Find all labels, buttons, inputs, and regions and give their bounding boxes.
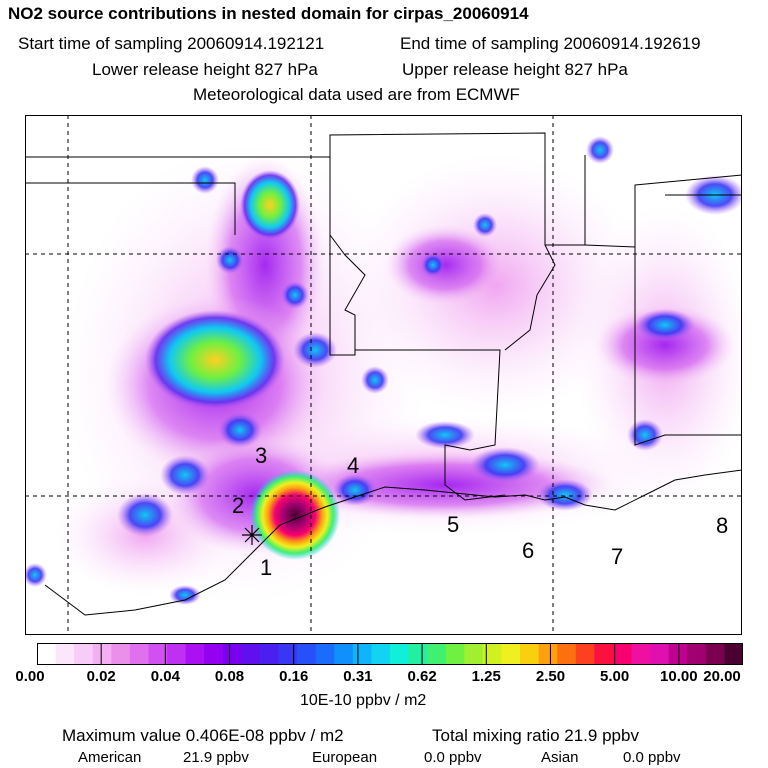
colorbar-tick-label: 0.62	[407, 668, 437, 685]
colorbar-segment	[520, 643, 540, 665]
met-data-source: Meteorological data used are from ECMWF	[193, 85, 520, 104]
colorbar-segment	[501, 643, 521, 665]
colorbar-ticks: 0.00 0.02 0.04 0.08 0.16 0.31 0.62 1.25 2.50 5.00…	[0, 668, 768, 688]
colorbar-tick-label: 2.50	[535, 668, 566, 685]
coastline	[44, 469, 742, 616]
colorbar-segment	[185, 643, 205, 665]
site-label-6: 6	[522, 538, 534, 563]
colorbar-segment	[92, 643, 112, 665]
colorbar-tick-label: 0.00	[15, 668, 45, 685]
colorbar-segment	[222, 643, 242, 665]
map-grid	[25, 115, 742, 635]
colorbar-segment	[371, 643, 391, 665]
colorbar-segment	[464, 643, 484, 665]
colorbar-segment	[55, 643, 75, 665]
asian-value: 0.0 ppbv	[623, 749, 681, 766]
colorbar-segment	[37, 643, 57, 665]
colorbar-tick-label: 1.25	[471, 668, 501, 685]
site-label-8: 8	[716, 513, 728, 538]
release-point-marker	[242, 525, 262, 545]
colorbar-segment	[259, 643, 280, 665]
site-label-7: 7	[611, 544, 623, 569]
colorbar-tick-label: 0.16	[279, 668, 309, 685]
colorbar-segment	[445, 643, 465, 665]
colorbar-segment	[390, 643, 410, 665]
site-label-5: 5	[447, 512, 459, 537]
colorbar-segment	[724, 643, 744, 665]
colorbar-tick-label: 0.02	[86, 668, 116, 685]
colorbar-segment	[650, 643, 670, 665]
site-label-1: 1	[260, 555, 272, 580]
colorbar-segment	[315, 643, 335, 665]
state-boundaries	[25, 132, 742, 501]
sampling-end: End time of sampling 20060914.192619	[400, 34, 701, 53]
colorbar-segment	[111, 643, 131, 665]
colorbar-tick-label: 0.04	[150, 668, 180, 685]
site-label-4: 4	[347, 453, 359, 478]
colorbar	[36, 643, 744, 665]
colorbar-tick-label: 10.00	[660, 668, 698, 685]
colorbar-segment	[204, 643, 224, 665]
colorbar-tick-label: 5.00	[600, 668, 630, 685]
colorbar-segment	[408, 643, 428, 665]
sampling-start: Start time of sampling 20060914.192121	[18, 34, 325, 53]
colorbar-segment	[427, 643, 447, 665]
european-label: European	[312, 749, 378, 766]
colorbar-tick-label: 0.08	[214, 668, 245, 685]
colorbar-segment	[538, 643, 558, 665]
upper-release-height: Upper release height 827 hPa	[402, 60, 628, 79]
colorbar-segment	[687, 643, 707, 665]
colorbar-segment	[334, 643, 354, 665]
colorbar-segment	[241, 643, 261, 665]
colorbar-segment	[482, 643, 502, 665]
colorbar-units: 10E-10 ppbv / m2	[300, 692, 427, 709]
colorbar-segment	[594, 643, 614, 665]
site-label-3: 3	[255, 443, 267, 468]
colorbar-segment	[352, 643, 372, 665]
colorbar-segment	[612, 643, 633, 665]
colorbar-segment	[74, 643, 94, 665]
american-label: American	[78, 749, 142, 766]
map-title: NO2 source contributions in nested domai…	[8, 4, 529, 23]
colorbar-segment	[129, 643, 149, 665]
asian-label: Asian	[541, 749, 579, 766]
maximum-value: Maximum value 0.406E-08 ppbv / m2	[62, 726, 344, 745]
colorbar-segment	[668, 643, 688, 665]
colorbar-segment	[557, 643, 577, 665]
concentration-map: 1 2 3 4 5 6 7 8	[25, 115, 742, 635]
site-labels: 1 2 3 4 5 6 7 8	[232, 443, 728, 580]
colorbar-segment	[575, 643, 595, 665]
colorbar-segment	[705, 643, 725, 665]
colorbar-tick-label: 20.00	[703, 668, 741, 685]
site-label-2: 2	[232, 493, 244, 518]
colorbar-segment	[278, 643, 298, 665]
colorbar-segment	[297, 643, 317, 665]
american-value: 21.9 ppbv	[183, 749, 249, 766]
european-value: 0.0 ppbv	[424, 749, 482, 766]
total-mixing-ratio: Total mixing ratio 21.9 ppbv	[432, 726, 639, 745]
colorbar-border	[37, 643, 743, 665]
colorbar-segment	[148, 643, 168, 665]
colorbar-tick-label: 0.31	[343, 668, 373, 685]
colorbar-segment	[167, 643, 187, 665]
lower-release-height: Lower release height 827 hPa	[92, 60, 318, 79]
colorbar-segment	[631, 643, 651, 665]
